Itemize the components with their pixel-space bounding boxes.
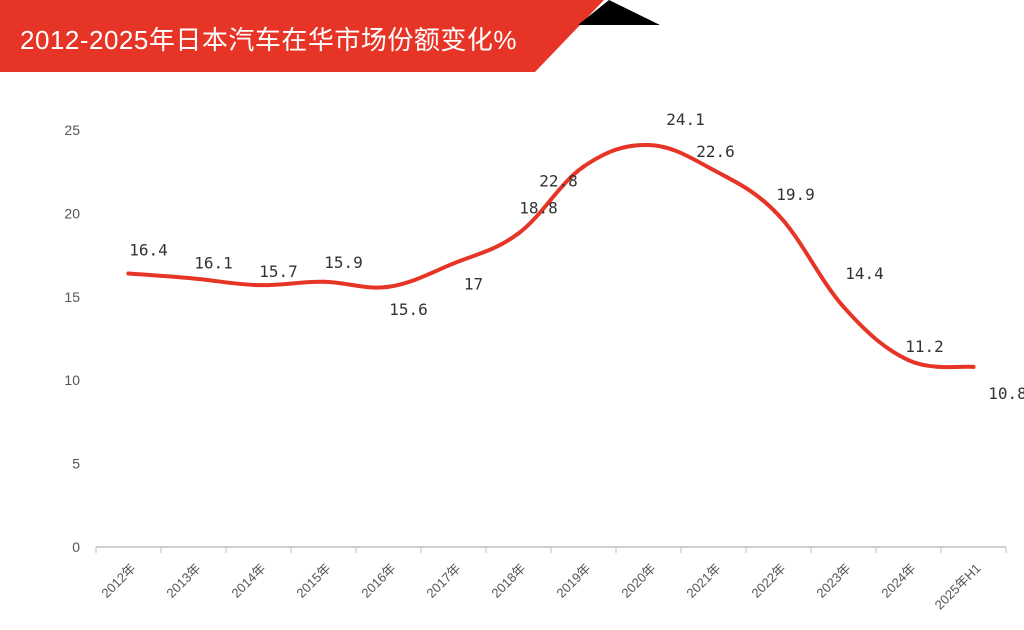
decorative-triangle (578, 0, 660, 25)
data-label: 22.6 (696, 142, 735, 161)
data-point (776, 213, 781, 218)
data-point (581, 164, 586, 169)
data-point (516, 231, 521, 236)
y-tick-label: 5 (72, 456, 80, 472)
data-point (711, 168, 716, 173)
x-tick-label: 2021年 (683, 561, 723, 601)
data-point (906, 358, 911, 363)
y-tick-label: 20 (64, 205, 80, 221)
x-tick-label: 2024年 (878, 561, 918, 601)
data-point (841, 304, 846, 309)
data-label: 14.4 (845, 264, 884, 283)
data-label: 19.9 (776, 185, 815, 204)
title-banner (0, 0, 660, 72)
x-tick-label: 2025年H1 (932, 561, 984, 613)
data-point (256, 283, 261, 288)
y-tick-label: 10 (64, 372, 80, 388)
x-tick-label: 2020年 (618, 561, 658, 601)
x-tick-label: 2016年 (358, 561, 398, 601)
data-label: 16.1 (194, 253, 233, 272)
data-label: 22.8 (539, 172, 578, 191)
data-point (126, 271, 131, 276)
data-point (321, 279, 326, 284)
y-tick-label: 0 (72, 539, 80, 555)
x-tick-label: 2012年 (98, 561, 138, 601)
chart-title: 2012-2025年日本汽车在华市场份额变化% (20, 25, 517, 55)
series-line (126, 143, 976, 370)
y-tick-label: 25 (64, 122, 80, 138)
x-tick-label: 2022年 (748, 561, 788, 601)
x-tick-label: 2017年 (423, 561, 463, 601)
x-tick-label: 2014年 (228, 561, 268, 601)
data-point (451, 261, 456, 266)
data-label: 17 (464, 274, 483, 293)
data-label: 10.8 (988, 384, 1024, 403)
data-label: 15.9 (324, 253, 363, 272)
x-tick-label: 2018年 (488, 561, 528, 601)
x-tick-label: 2013年 (163, 561, 203, 601)
x-tick-label: 2015年 (293, 561, 333, 601)
data-point (191, 276, 196, 281)
data-label: 15.7 (259, 262, 298, 281)
data-label: 11.2 (905, 337, 944, 356)
y-tick-label: 15 (64, 289, 80, 305)
data-label: 24.1 (666, 110, 705, 129)
data-label: 18.8 (519, 198, 558, 217)
data-label: 16.4 (129, 240, 168, 259)
data-point (971, 364, 976, 369)
banner-background (0, 0, 604, 72)
data-point (646, 143, 651, 148)
x-tick-label: 2019年 (553, 561, 593, 601)
x-tick-label: 2023年 (813, 561, 853, 601)
data-point (386, 284, 391, 289)
data-label: 15.6 (389, 300, 428, 319)
